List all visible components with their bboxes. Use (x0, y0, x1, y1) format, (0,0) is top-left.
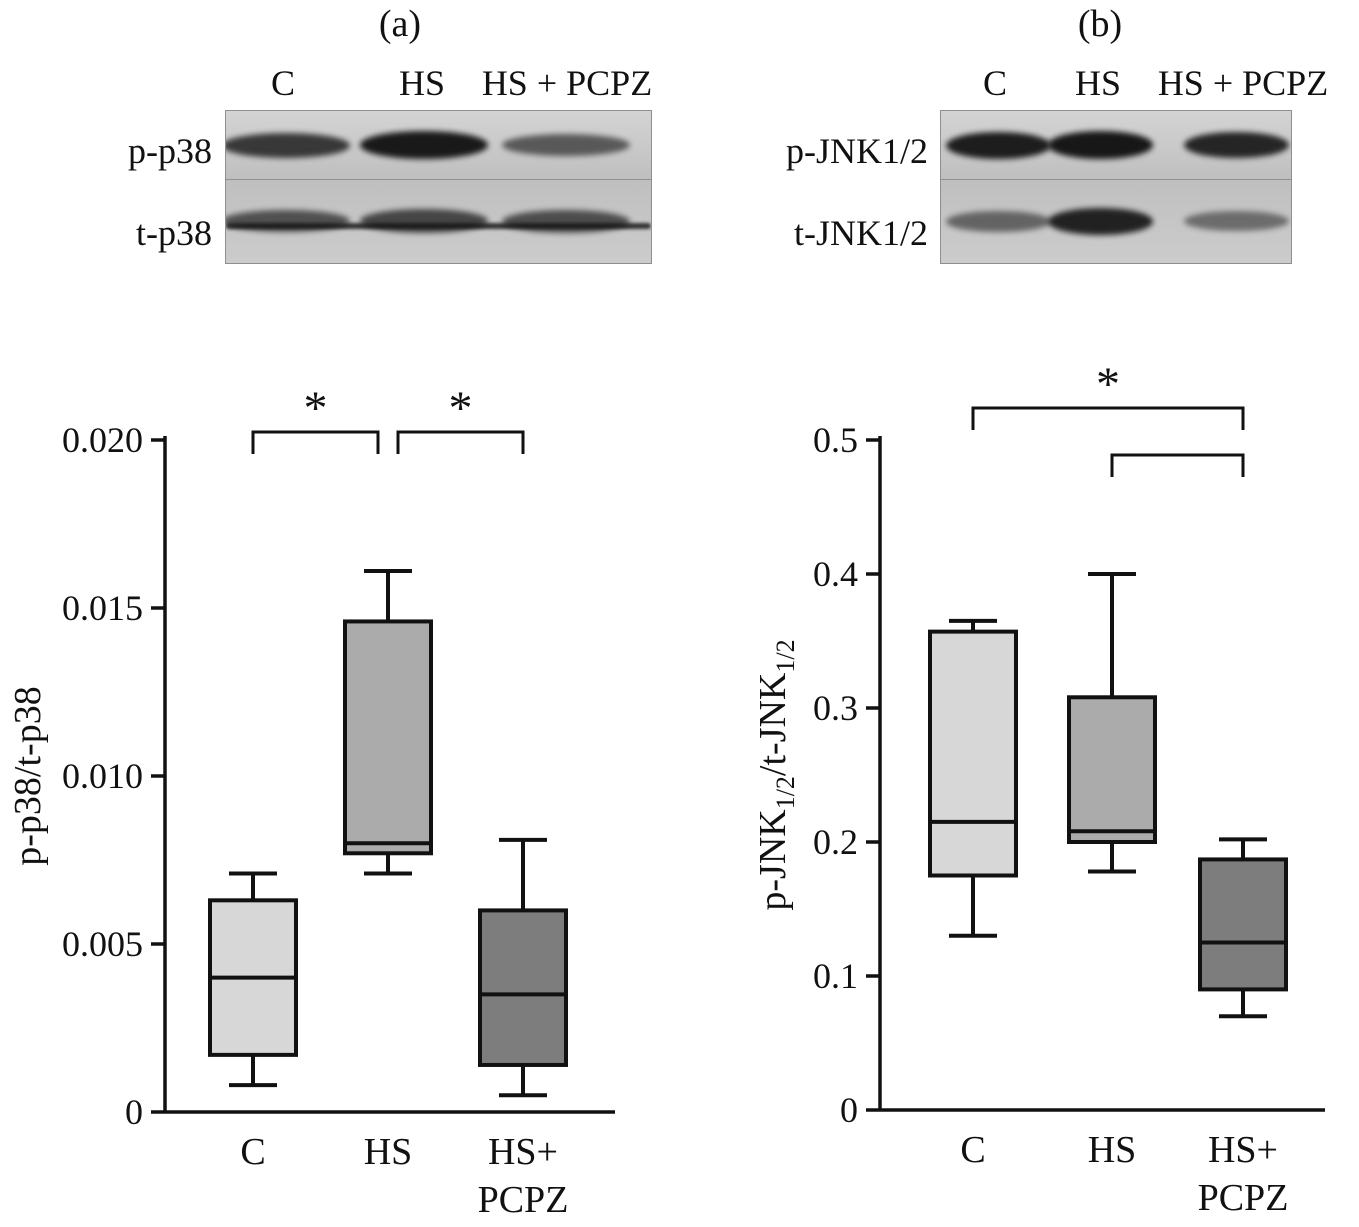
boxplot-panel-b: 0 0.1 0.2 0.3 0.4 0.5 C HS HS+ PCPZ p-JNK1/2/t-JNK… (752, 360, 1325, 1219)
lane-label-hspcpz-a: HS + PCPZ (481, 63, 653, 103)
significance-bracket (251, 430, 380, 454)
box-HS (1067, 572, 1157, 874)
significance-star: * (449, 382, 473, 435)
lane-label-hs-b: HS (1074, 63, 1122, 103)
panel-b-label: (b) (1077, 3, 1123, 45)
blot-band (226, 209, 350, 233)
significance-star: * (304, 382, 328, 435)
y-tick-label: 0.2 (813, 822, 858, 862)
lane-label-hs-a: HS (398, 63, 446, 103)
blot-band (946, 210, 1052, 232)
box-HS (343, 569, 433, 876)
x-category-label: C (240, 1131, 265, 1173)
western-blot-panel-a (225, 110, 652, 264)
blot-row-separator (226, 179, 651, 181)
row-label-p-jnk12: p-JNK1/2 (786, 131, 928, 171)
box-C (928, 618, 1018, 938)
blot-band (502, 134, 630, 157)
significance-bracket (1110, 453, 1245, 477)
western-blot-panel-b (940, 110, 1292, 264)
boxplot-panel-a: 0 0.005 0.010 0.015 0.020 C HS HS+ PCPZ p-p38/t-p… (7, 382, 615, 1221)
y-tick-label: 0 (840, 1090, 858, 1130)
x-category-label: C (960, 1129, 985, 1171)
significance-bracket (971, 406, 1245, 430)
blot-band (1047, 207, 1153, 235)
row-label-t-jnk12: t-JNK1/2 (794, 213, 928, 253)
blot-row-separator (941, 179, 1291, 181)
box-C (208, 871, 298, 1088)
box-HS+PCPZ (1198, 837, 1288, 1019)
significance-star: * (1096, 360, 1120, 411)
x-category-label: HS+ PCPZ (1198, 1129, 1289, 1219)
y-axis-label: p-JNK1/2/t-JNK1/2 (752, 639, 800, 910)
y-tick-label: 0.010 (62, 756, 143, 796)
row-label-t-p38: t-p38 (136, 213, 212, 253)
lane-label-hspcpz-b: HS + PCPZ (1157, 63, 1329, 103)
panel-a-label: (a) (378, 3, 422, 45)
blot-band (1047, 131, 1153, 160)
blot-band (359, 209, 488, 233)
blot-band (946, 131, 1052, 159)
row-label-p-p38: p-p38 (128, 131, 212, 171)
box-HS+PCPZ (478, 837, 568, 1098)
y-tick-label: 0.5 (813, 420, 858, 460)
y-tick-label: 0.4 (813, 554, 858, 594)
lane-label-c-b: C (982, 63, 1008, 103)
blot-band (502, 209, 630, 233)
y-tick-label: 0.3 (813, 688, 858, 728)
y-axis-label: p-p38/t-p38 (7, 686, 49, 865)
x-category-label: HS+ PCPZ (478, 1131, 569, 1221)
x-category-label: HS (1088, 1129, 1137, 1171)
y-tick-label: 0.015 (62, 588, 143, 628)
blot-band (226, 132, 350, 158)
blot-band (359, 131, 488, 159)
blot-band (1184, 211, 1290, 232)
blot-band (1184, 132, 1290, 159)
y-tick-label: 0.005 (62, 924, 143, 964)
y-tick-label: 0.1 (813, 956, 858, 996)
y-tick-label: 0.020 (62, 420, 143, 460)
significance-bracket (396, 430, 525, 454)
y-tick-label: 0 (125, 1092, 143, 1132)
lane-label-c-a: C (270, 63, 296, 103)
x-category-label: HS (364, 1131, 413, 1173)
